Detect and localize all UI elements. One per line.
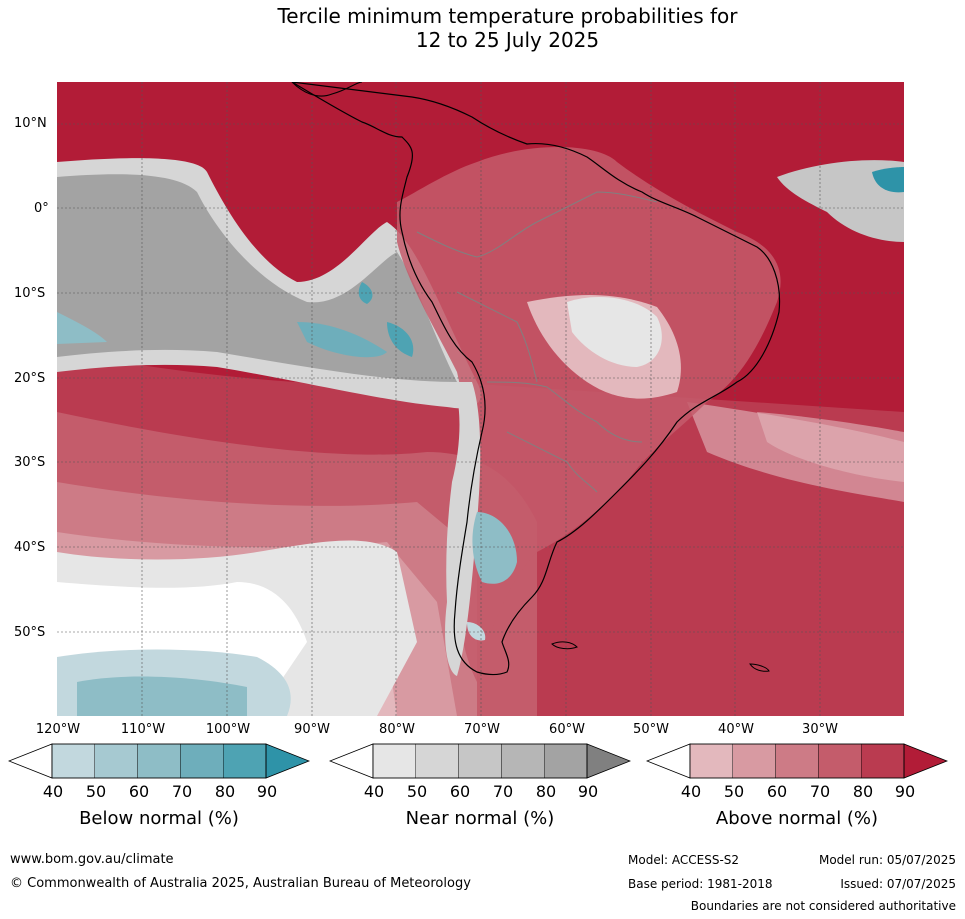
lon-label: 90°W xyxy=(294,722,330,737)
near-normal-atlantic xyxy=(777,160,904,242)
lat-label: 0° xyxy=(34,201,49,216)
colorbar-below-normal xyxy=(8,743,310,779)
patagonia-below-normal xyxy=(472,512,517,584)
below-segment xyxy=(180,743,224,779)
colorbar-above-normal xyxy=(646,743,948,779)
footer-copyright: © Commonwealth of Australia 2025, Austra… xyxy=(10,876,471,891)
lon-label: 110°W xyxy=(120,722,166,737)
lat-label: 10°N xyxy=(14,116,47,131)
lon-label: 30°W xyxy=(802,722,838,737)
lat-label: 30°S xyxy=(14,455,46,470)
footer-model-run: Model run: 05/07/2025 xyxy=(818,853,956,867)
footer-boundaries: Boundaries are not considered authoritat… xyxy=(690,899,956,913)
colorbar-title-above: Above normal (%) xyxy=(715,808,879,829)
tick-near-70: 70 xyxy=(492,782,514,801)
footer-base-period: Base period: 1981-2018 xyxy=(628,877,773,891)
coastline-south-america xyxy=(291,82,781,676)
coastline-central-america xyxy=(291,82,363,97)
colorbar-title-near: Near normal (%) xyxy=(405,808,555,829)
below-pacific-1 xyxy=(297,322,387,358)
lon-label: 120°W xyxy=(35,722,81,737)
below-segment xyxy=(137,743,181,779)
below-arrow-low xyxy=(8,743,53,779)
footer-model: Model: ACCESS-S2 xyxy=(628,853,740,867)
tick-below-80: 80 xyxy=(214,782,236,801)
tick-above-40: 40 xyxy=(680,782,702,801)
south-georgia xyxy=(749,663,770,672)
near-segment xyxy=(372,743,416,779)
near-outline xyxy=(372,743,588,779)
andes-near-normal xyxy=(445,382,481,676)
near-segment xyxy=(543,743,588,779)
colorbar-title-below: Below normal (%) xyxy=(79,808,239,829)
below-outline xyxy=(51,743,267,779)
above-segment xyxy=(860,743,905,779)
tick-near-90: 90 xyxy=(577,782,599,801)
title-line-1: Tercile minimum temperature probabilitie… xyxy=(277,4,738,28)
footer-issued: Issued: 07/07/2025 xyxy=(840,877,956,891)
tick-near-80: 80 xyxy=(535,782,557,801)
lat-label: 50°S xyxy=(14,625,46,640)
brazil-near-normal xyxy=(567,297,662,367)
above-outline xyxy=(689,743,905,779)
patagonia-below-south xyxy=(467,622,486,641)
above-segment xyxy=(775,743,819,779)
below-arrow-high xyxy=(265,743,310,779)
above-segment xyxy=(732,743,776,779)
above-arrow-low xyxy=(646,743,691,779)
above-band-atlantic-2 xyxy=(757,412,904,482)
below-segment xyxy=(222,743,267,779)
tick-near-50: 50 xyxy=(406,782,428,801)
lon-label: 40°W xyxy=(718,722,754,737)
tick-below-90: 90 xyxy=(256,782,278,801)
country-borders xyxy=(416,191,658,493)
tick-below-50: 50 xyxy=(85,782,107,801)
tick-below-60: 60 xyxy=(128,782,150,801)
below-segment xyxy=(94,743,138,779)
graticule xyxy=(57,82,904,716)
above-segment xyxy=(689,743,733,779)
lon-label: 50°W xyxy=(633,722,669,737)
lon-label: 60°W xyxy=(549,722,585,737)
tick-above-70: 70 xyxy=(809,782,831,801)
map-canvas xyxy=(57,82,904,716)
below-normal-atlantic xyxy=(872,167,904,193)
tick-near-40: 40 xyxy=(363,782,385,801)
probability-map[interactable] xyxy=(57,82,904,716)
tick-below-40: 40 xyxy=(42,782,64,801)
title-line-2: 12 to 25 July 2025 xyxy=(415,28,600,52)
below-segment xyxy=(51,743,95,779)
above-arrow-high xyxy=(903,743,948,779)
tick-above-50: 50 xyxy=(723,782,745,801)
above-segment xyxy=(818,743,862,779)
near-normal-pacific-core xyxy=(57,174,457,382)
near-segment xyxy=(458,743,502,779)
lon-label: 70°W xyxy=(464,722,500,737)
lon-label: 80°W xyxy=(379,722,415,737)
tick-above-80: 80 xyxy=(852,782,874,801)
lat-label: 10°S xyxy=(14,286,46,301)
footer-url[interactable]: www.bom.gov.au/climate xyxy=(10,852,174,867)
below-pacific-west xyxy=(57,312,107,344)
lat-label: 40°S xyxy=(14,540,46,555)
tick-near-60: 60 xyxy=(449,782,471,801)
tick-above-60: 60 xyxy=(766,782,788,801)
near-segment xyxy=(415,743,459,779)
below-normal-south-2 xyxy=(77,676,247,716)
tick-above-90: 90 xyxy=(894,782,916,801)
near-segment xyxy=(501,743,545,779)
tick-below-70: 70 xyxy=(171,782,193,801)
below-pacific-2 xyxy=(387,322,414,357)
lon-label: 100°W xyxy=(205,722,251,737)
near-arrow-high xyxy=(586,743,631,779)
map-title: Tercile minimum temperature probabilitie… xyxy=(0,4,965,52)
colorbar-near-normal xyxy=(329,743,631,779)
near-arrow-low xyxy=(329,743,374,779)
lat-label: 20°S xyxy=(14,371,46,386)
falkland-islands xyxy=(551,641,578,650)
